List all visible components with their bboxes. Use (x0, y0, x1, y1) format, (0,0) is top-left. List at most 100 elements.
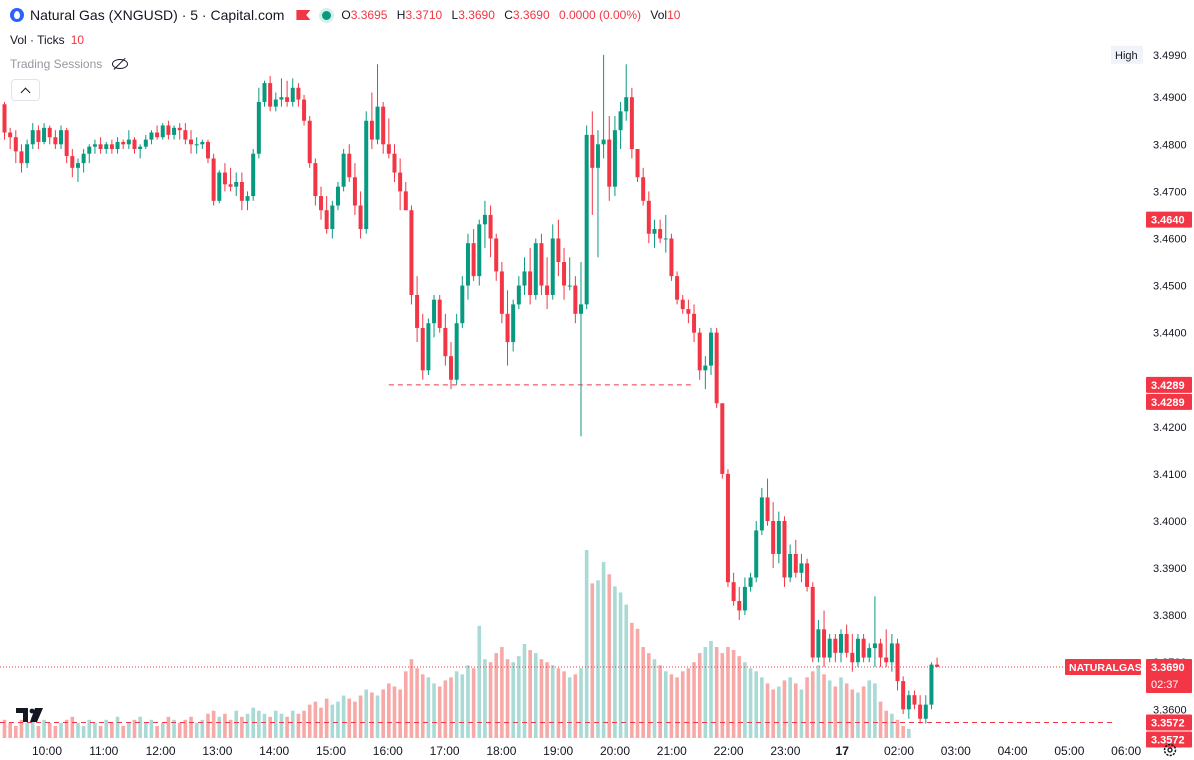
candle[interactable] (81, 149, 86, 173)
candle[interactable] (234, 172, 239, 197)
candle[interactable] (420, 313, 425, 380)
candle[interactable] (499, 262, 504, 324)
price-tag[interactable]: 3.4640 (1146, 211, 1192, 228)
volume-legend[interactable]: Vol · Ticks 10 (10, 33, 84, 47)
candle[interactable] (352, 163, 357, 215)
price-tag[interactable]: 3.3690 02:37 NATURALGAS (1065, 658, 1192, 693)
candle[interactable] (273, 92, 278, 112)
candle[interactable] (624, 64, 629, 121)
candle[interactable] (143, 134, 148, 150)
candle[interactable] (92, 139, 97, 154)
candle[interactable] (878, 638, 883, 667)
candle[interactable] (895, 638, 900, 691)
candle[interactable] (2, 101, 7, 140)
candle[interactable] (788, 544, 793, 583)
candle[interactable] (222, 163, 227, 192)
candle[interactable] (844, 624, 849, 658)
candle[interactable] (680, 294, 685, 314)
candle[interactable] (403, 181, 408, 211)
candle[interactable] (160, 123, 165, 140)
candle[interactable] (8, 127, 13, 150)
candle[interactable] (692, 304, 697, 343)
candle[interactable] (42, 123, 47, 145)
candle[interactable] (290, 78, 295, 107)
candle[interactable] (392, 144, 397, 182)
candle[interactable] (443, 313, 448, 366)
candle[interactable] (901, 676, 906, 715)
candle[interactable] (149, 130, 154, 145)
tradingview-logo[interactable] (16, 706, 46, 724)
candle[interactable] (663, 214, 668, 253)
candle[interactable] (782, 516, 787, 587)
candle[interactable] (415, 276, 420, 343)
candle[interactable] (47, 125, 52, 145)
candle[interactable] (618, 101, 623, 150)
candle[interactable] (658, 219, 663, 244)
candle[interactable] (172, 125, 177, 140)
candle[interactable] (516, 276, 521, 310)
candle[interactable] (398, 158, 403, 211)
candle[interactable] (477, 219, 482, 286)
candle[interactable] (709, 327, 713, 376)
candle[interactable] (822, 610, 827, 667)
candle[interactable] (189, 130, 194, 154)
candle[interactable] (364, 111, 369, 234)
candle[interactable] (827, 633, 832, 663)
candle[interactable] (205, 139, 210, 164)
candle[interactable] (703, 356, 708, 390)
candle[interactable] (646, 191, 651, 244)
candle[interactable] (511, 299, 516, 352)
candle[interactable] (833, 633, 838, 663)
flag-icon[interactable] (296, 10, 311, 20)
candle[interactable] (335, 181, 340, 211)
candle[interactable] (799, 553, 804, 583)
price-tag[interactable]: 3.4289 (1146, 376, 1192, 393)
candle[interactable] (313, 158, 318, 206)
candle[interactable] (268, 76, 273, 112)
candle[interactable] (641, 167, 646, 206)
candle[interactable] (912, 690, 917, 710)
candle[interactable] (386, 118, 391, 159)
candle[interactable] (488, 205, 493, 258)
candle[interactable] (669, 233, 674, 281)
candle[interactable] (70, 149, 75, 178)
candle[interactable] (612, 116, 617, 197)
candle[interactable] (115, 137, 120, 154)
candle[interactable] (545, 257, 550, 310)
candle[interactable] (64, 127, 69, 164)
candle[interactable] (228, 167, 233, 192)
candle[interactable] (635, 149, 640, 182)
candle[interactable] (296, 83, 301, 107)
candle[interactable] (771, 502, 776, 569)
candle[interactable] (556, 219, 561, 277)
candle[interactable] (539, 233, 544, 295)
candle[interactable] (194, 137, 199, 154)
candle[interactable] (256, 87, 261, 159)
candle[interactable] (742, 577, 747, 616)
candle[interactable] (381, 101, 386, 154)
candle[interactable] (307, 116, 312, 168)
candle[interactable] (889, 633, 894, 672)
candle[interactable] (714, 327, 719, 408)
candle[interactable] (737, 586, 742, 620)
candle[interactable] (675, 271, 680, 305)
candle[interactable] (177, 123, 182, 140)
candle[interactable] (432, 294, 437, 338)
candle[interactable] (652, 219, 657, 248)
candle[interactable] (75, 158, 80, 182)
price-tag[interactable]: 3.3572 (1146, 731, 1192, 748)
candle[interactable] (183, 123, 188, 145)
candle[interactable] (347, 144, 352, 182)
candle[interactable] (121, 139, 126, 150)
candle[interactable] (409, 205, 414, 305)
candle[interactable] (449, 342, 454, 390)
candle[interactable] (759, 488, 764, 536)
candle[interactable] (810, 582, 815, 663)
candle[interactable] (375, 64, 380, 145)
candle[interactable] (53, 130, 58, 150)
candle[interactable] (686, 299, 691, 324)
candle[interactable] (805, 558, 810, 592)
eye-off-icon[interactable] (112, 58, 129, 70)
candle[interactable] (725, 469, 730, 587)
